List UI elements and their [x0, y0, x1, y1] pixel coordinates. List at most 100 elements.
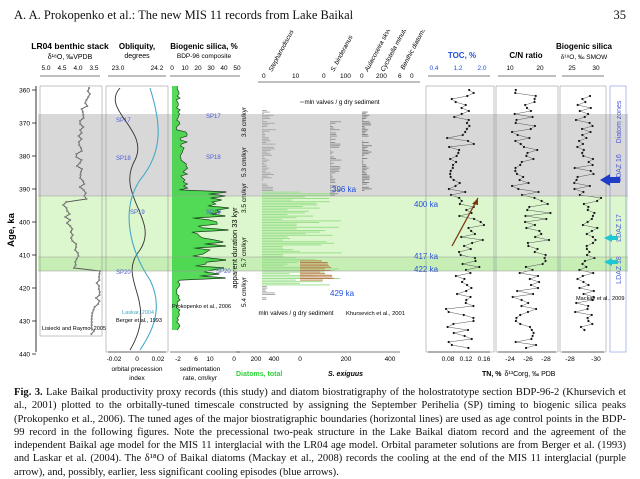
lr04-point	[79, 162, 81, 164]
diatom-bar	[362, 180, 365, 181]
diatom-bar	[362, 150, 368, 151]
diatom-bar	[262, 280, 296, 281]
lr04-point	[98, 276, 100, 278]
diatom-bar	[330, 158, 336, 159]
diatom-bar	[262, 177, 272, 178]
lr04-point	[86, 105, 88, 107]
precession-tick-0: -0.02	[107, 356, 122, 363]
diatom-bar	[262, 246, 283, 247]
diatom-bar	[330, 171, 339, 172]
lr04-point	[70, 231, 72, 233]
age-396: 396 ka	[332, 185, 357, 194]
orbital-sp18: SP18	[116, 156, 131, 162]
lr04-point	[65, 201, 67, 203]
diatom-bar	[362, 134, 368, 135]
lr04-point	[97, 303, 99, 305]
lr04-point	[79, 123, 81, 125]
toc-tick-2: 2.0	[477, 65, 486, 72]
diatom-tick-b0: 0	[322, 73, 326, 80]
lr04-point	[94, 306, 96, 308]
apparent-duration: apparent duration 33 kyr	[230, 207, 239, 289]
diatom-bar	[330, 180, 335, 181]
lr04-point	[81, 132, 83, 134]
diatom-bar	[262, 216, 313, 217]
orbital-sp19: SP19	[130, 210, 145, 216]
diatom-bar	[262, 203, 316, 204]
lr04-point	[99, 291, 101, 293]
age-axis-label: Age, ka	[6, 212, 17, 247]
diatom-bar	[262, 249, 293, 250]
lr04-point	[75, 153, 77, 155]
diatom-bar	[262, 110, 267, 111]
diatom-bar	[262, 220, 341, 221]
diatom-bar	[262, 241, 327, 242]
lr04-point	[96, 282, 98, 284]
data-point	[535, 95, 537, 97]
species-1: S. binderanus	[330, 34, 355, 73]
lr04-point	[91, 312, 93, 314]
diatom-bar	[262, 297, 266, 298]
diatom-bar	[362, 112, 368, 113]
obliquity-title: Obliquity,	[119, 42, 155, 51]
lr04-point	[85, 99, 87, 101]
lr04-point	[64, 216, 66, 218]
diatom-tick-b1: 100	[340, 73, 351, 80]
diatom-bar	[262, 129, 276, 130]
lr04-point	[79, 174, 81, 176]
diatom-bar	[262, 236, 288, 237]
lr04-point	[75, 264, 77, 266]
diatom-bar	[362, 113, 366, 114]
diatom-bar	[262, 252, 342, 253]
diatom-bar	[262, 124, 268, 125]
diatom-bar	[262, 198, 329, 199]
lr04-point	[83, 183, 85, 185]
sedrate-tick-0: -2	[175, 356, 181, 363]
diatom-bar	[262, 224, 297, 225]
lr04-point	[79, 129, 81, 131]
diatom-bar	[262, 259, 316, 260]
lr04-point	[74, 249, 76, 251]
diatom-bar	[362, 144, 364, 145]
lr04-point	[81, 168, 83, 170]
diatom-bar	[262, 116, 269, 117]
lr04-point	[66, 222, 68, 224]
diatom-bar	[262, 299, 266, 300]
lr04-point	[82, 114, 84, 116]
diatom-bar	[330, 174, 331, 175]
obliquity-title2: degrees	[124, 53, 150, 60]
age-tick-label: 410	[19, 253, 30, 260]
diatom-bar	[262, 144, 276, 145]
diatom-bar	[330, 156, 334, 157]
diatom-bar	[362, 171, 365, 172]
diatom-bar	[262, 244, 321, 245]
bsi-sp17: SP17	[206, 114, 221, 120]
diatom-bar	[262, 217, 296, 218]
bsi-title: Biogenic silica, %	[170, 42, 238, 51]
diatom-bar	[262, 281, 322, 282]
precession-label-1: orbital precession	[112, 366, 163, 373]
diatom-bar	[262, 211, 309, 212]
bsio-tick-1: 30	[592, 65, 600, 72]
diatom-bar	[262, 172, 271, 173]
diatom-bar	[262, 192, 300, 193]
diatom-bar	[362, 156, 363, 157]
lr04-point	[91, 318, 93, 320]
diatom-bar	[262, 134, 265, 135]
age-tick-label: 390	[19, 187, 30, 194]
species-0: Stephanodiscus distinctus	[268, 30, 310, 73]
diatom-bar	[262, 264, 288, 265]
diatom-bar	[262, 137, 269, 138]
diatom-bar	[362, 124, 371, 125]
bsi-tick-1: 10	[181, 65, 189, 72]
diatom-bar	[330, 152, 334, 153]
diatom-bar	[262, 166, 266, 167]
diatom-bar	[262, 161, 267, 162]
bsio-tick-0: 25	[568, 65, 576, 72]
exiguus-bar	[300, 260, 322, 261]
diatom-bar	[262, 156, 264, 157]
diatom-bar	[262, 262, 297, 263]
diatom-bar	[330, 145, 340, 146]
diatom-bar	[362, 188, 372, 189]
